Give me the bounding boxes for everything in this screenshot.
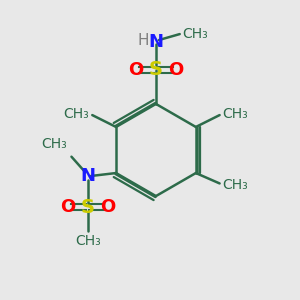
Text: N: N	[148, 32, 164, 50]
Text: CH₃: CH₃	[223, 106, 248, 121]
Text: S: S	[149, 60, 163, 79]
Text: O: O	[128, 61, 143, 79]
Text: O: O	[169, 61, 184, 79]
Text: CH₃: CH₃	[183, 27, 208, 41]
Text: CH₃: CH₃	[75, 234, 101, 248]
Text: O: O	[60, 198, 75, 216]
Text: O: O	[100, 198, 116, 216]
Text: H: H	[137, 32, 148, 47]
Text: N: N	[80, 167, 95, 185]
Text: CH₃: CH₃	[41, 137, 67, 151]
Text: CH₃: CH₃	[223, 178, 248, 192]
Text: CH₃: CH₃	[64, 106, 89, 121]
Text: S: S	[81, 198, 95, 217]
